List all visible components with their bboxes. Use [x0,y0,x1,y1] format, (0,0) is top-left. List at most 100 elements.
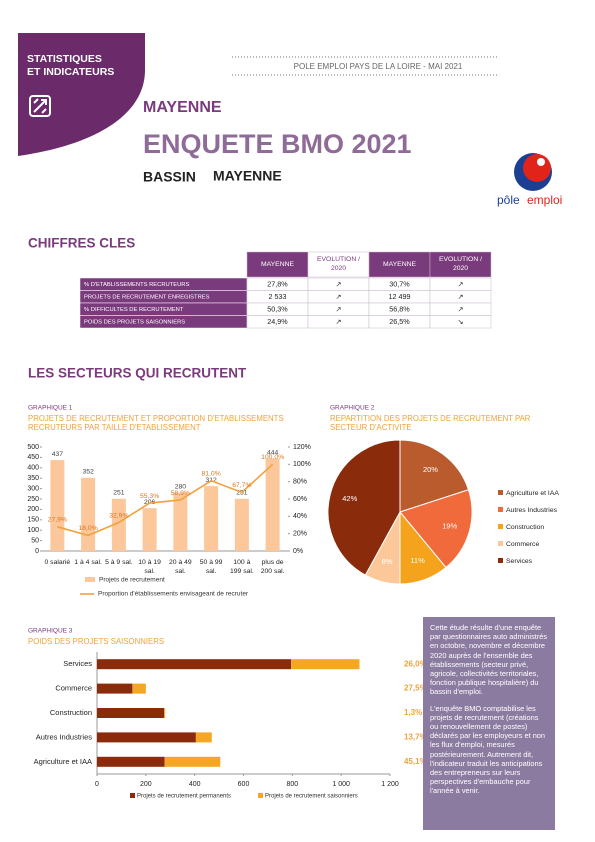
table-value: ↗ [457,292,463,301]
y-tick-label: Agriculture et IAA [34,757,92,766]
logo [514,153,552,191]
bar-segment [97,683,133,694]
section-title: CHIFFRES CLES [28,236,135,251]
table-value: ↘ [457,317,463,326]
table-row-label: % DIFFICULTES DE RECRUTEMENT [84,307,184,313]
y-tick-label: Construction [50,708,92,717]
legend-swatch [258,793,263,798]
line [57,463,274,537]
table-header: MAYENNE [261,261,295,268]
y2-tick-label: 0% [293,548,303,555]
table-value: ↗ [335,317,341,326]
y-tick-label: Services [63,659,92,668]
x-tick-label: plus de 200 sal. [261,559,285,575]
line-value-label: 67,7% [232,482,251,489]
y2-tick-label: 20% [293,531,307,538]
table-row-label: % D'ETABLISSEMENTS RECRUTEURS [84,282,189,288]
table-value: ↗ [457,280,463,289]
bar-segment [97,659,292,670]
table-header-cell [429,251,492,278]
legend-label: Commerce [506,541,539,548]
y2-tick-label: 60% [293,496,307,503]
y2-tick-label: 120% [293,444,311,451]
table-value: 26,5% [389,317,410,326]
y2-tick-label: 100% [293,461,311,468]
legend-swatch [85,577,95,582]
table-row-label: POIDS DES PROJETS SAISONNIERS [84,320,185,326]
table-header-cell [368,251,431,278]
bar [50,460,65,551]
chart-label: GRAPHIQUE 3 [28,628,73,635]
legend-label: Construction [506,524,544,531]
legend-label: Proportion d'établissements envisageant … [98,591,249,598]
legend-label: Projets de recrutement [99,577,165,584]
pie-slice [399,489,473,569]
badge-text: ET INDICATEURS [27,66,114,78]
bar-segment [132,683,146,694]
bar-value-label: 251 [113,490,125,497]
bar-value-label: 280 [175,484,187,491]
x-tick-label: 20 à 49 sal. [169,559,192,575]
annotation: 13,7% [404,733,427,742]
bar-value-label: 444 [267,449,279,456]
legend-swatch [498,507,503,512]
source: POLE EMPLOI PAYS DE LA LOIRE - MAI 2021 [294,62,463,71]
chart-label: GRAPHIQUE 2 [330,405,375,412]
x-tick-label: 1 à 4 sal. [74,559,102,566]
x-tick-label: 10 à 19 sal. [138,559,161,575]
table-value: ↗ [335,280,341,289]
bar [265,458,280,551]
line-value-label: 100,0% [261,454,284,461]
table-value: ↗ [457,305,463,314]
line-value-label: 81,0% [201,471,220,478]
y-tick-label: Autres Industries [36,732,93,741]
pie-slice [327,439,401,576]
table-value: 12 499 [389,292,411,301]
chart-title: PROJETS DE RECRUTEMENT ET PROPORTION D'E… [28,414,284,423]
x-tick-label: 5 à 9 sal. [105,559,133,566]
y-tick-label: 400 [27,465,39,472]
y-tick-label: 50 [31,537,39,544]
slice-label: 11% [410,556,425,565]
chart-label: GRAPHIQUE 1 [28,405,73,412]
annotation: 26,0% [404,659,427,668]
table-header: EVOLUTION /2020 [439,256,482,272]
pie-slice [399,439,470,513]
x-tick-label: 1 000 [332,781,350,788]
legend-label: Projets de recrutement permanents [137,794,231,800]
table-row-label: PROJETS DE RECRUTEMENT ENREGISTRES [84,295,210,301]
table-header: EVOLUTION /2020 [317,256,360,272]
slice-label: 42% [342,494,357,503]
basin: MAYENNE [213,168,282,184]
table-value: 24,9% [267,317,288,326]
table-header-cell [307,251,370,278]
doc-title: ENQUETE BMO 2021 [143,129,412,159]
legend-label: Autres Industries [506,507,558,514]
bar-value-label: 437 [52,451,64,458]
line-value-label: 58,9% [171,490,190,497]
table-value: ↗ [335,292,341,301]
bar [142,508,157,551]
table-value: 50,3% [267,304,288,313]
badge-text: STATISTIQUES [27,53,102,65]
x-tick-label: 600 [238,781,250,788]
y2-tick-label: 80% [293,479,307,486]
x-tick-label: 100 à 199 sal. [230,559,254,575]
bar-segment [195,732,212,743]
y-tick-label: 100 [27,527,39,534]
bar-segment [97,756,165,767]
slice-label: 19% [442,521,457,530]
y-tick-label: Commerce [55,684,92,693]
table-value: 30,7% [389,279,410,288]
bar-segment [164,756,221,767]
chart-title: POIDS DES PROJETS SAISONNIERS [28,637,164,646]
basin-label: BASSIN [143,169,196,185]
header-icon [29,95,51,117]
bar-segment [97,732,196,743]
line-value-label: 32,9% [109,512,128,519]
x-tick-label: 1 200 [381,781,399,788]
line-value-label: 27,9% [48,517,67,524]
chart-title: REPARTITION DES PROJETS DE RECRUTEMENT P… [330,414,531,423]
legend-label: Services [506,558,533,565]
